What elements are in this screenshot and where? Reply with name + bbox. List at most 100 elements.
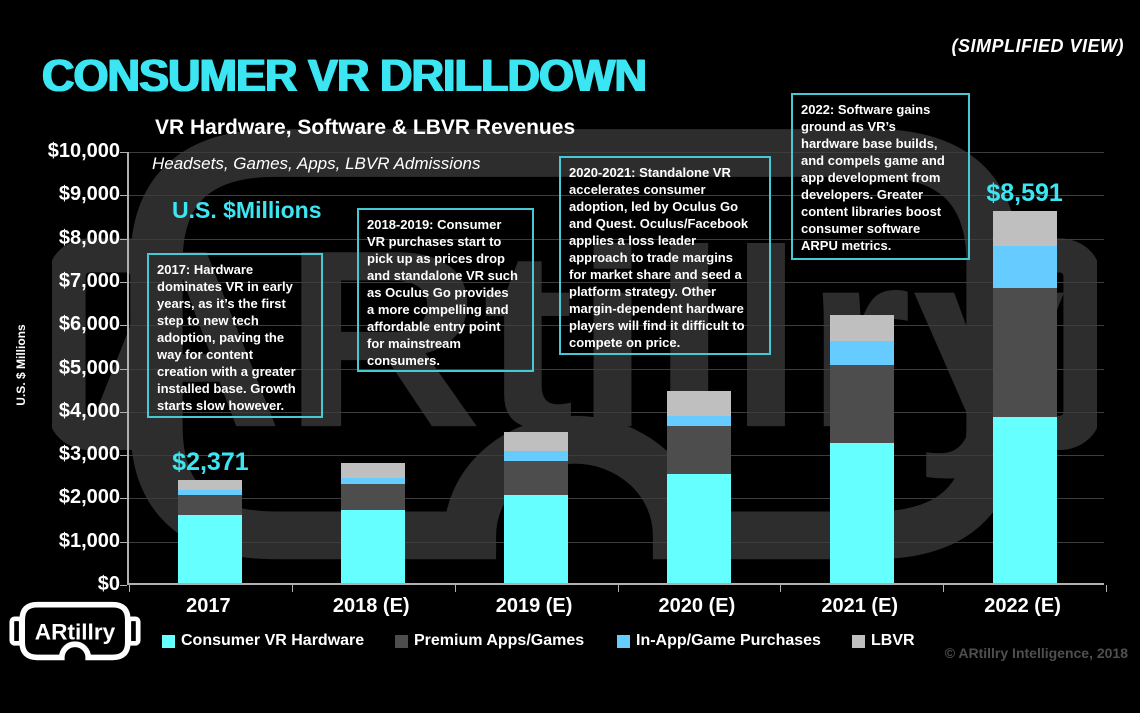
gridline: [129, 325, 1104, 327]
y-axis-tick-label: $9,000: [58, 183, 120, 206]
legend-label: LBVR: [871, 632, 915, 649]
bar-segment-lbvr: [178, 480, 243, 490]
bar-segment-premium-apps-games: [341, 483, 406, 510]
x-axis-tick: [780, 585, 782, 592]
bar-segment-consumer-vr-hardware: [178, 515, 243, 583]
artillry-watermark-logo: ARtillry: [52, 129, 1097, 560]
bar-2017: [178, 480, 243, 583]
y-axis-tick-label: $6,000: [58, 313, 120, 336]
bar-segment-consumer-vr-hardware: [666, 473, 731, 583]
bar-segment-premium-apps-games: [504, 460, 569, 496]
bar-segment-in-app-game-purchases: [341, 477, 406, 484]
x-axis-tick-label: 2018 (E): [332, 595, 410, 617]
bar-segment-consumer-vr-hardware: [992, 417, 1057, 583]
legend-label: In-App/Game Purchases: [636, 632, 821, 649]
legend-swatch: [617, 634, 630, 648]
y-axis-tick: [120, 368, 127, 370]
x-axis-tick: [943, 585, 945, 592]
y-axis-tick-label: $10,000: [47, 140, 120, 162]
y-axis-tick: [120, 325, 127, 327]
gridline: [129, 411, 1104, 413]
y-axis-tick-label: $7,000: [58, 269, 120, 292]
legend-item-lbvr: LBVR: [852, 632, 915, 650]
bar-segment-in-app-game-purchases: [178, 489, 243, 495]
svg-text:ARtillry: ARtillry: [35, 620, 116, 645]
bar-2020e: [666, 390, 731, 583]
bar-segment-premium-apps-games: [829, 365, 894, 444]
plot-area: $2,371 $8,591: [120, 152, 1107, 592]
bar-2018e: [341, 462, 406, 583]
legend-swatch: [852, 634, 865, 648]
y-axis-tick-label: $3,000: [58, 443, 120, 466]
callout-2018-2019: 2018-2019: Consumer VR purchases start t…: [357, 208, 534, 372]
legend-label: Consumer VR Hardware: [181, 632, 365, 649]
simplified-view-label: (SIMPLIFIED VIEW): [951, 36, 1124, 56]
bar-value-label: $8,591: [986, 179, 1063, 207]
y-axis-tick-label: $5,000: [58, 356, 120, 379]
bar-segment-in-app-game-purchases: [666, 415, 731, 426]
artillry-logo: ARtillry: [9, 601, 141, 661]
legend-swatch: [395, 634, 408, 648]
bar-segment-in-app-game-purchases: [992, 246, 1057, 289]
x-axis-tick: [454, 585, 456, 592]
bar-2019e: [504, 431, 569, 583]
bar-segment-lbvr: [666, 390, 731, 416]
chart-title: VR Hardware, Software & LBVR Revenues: [155, 116, 576, 139]
gridline: [129, 498, 1104, 500]
gridline: [129, 368, 1104, 370]
bar-value-label: $2,371: [172, 448, 249, 477]
chart-legend: Consumer VR Hardware Premium Apps/Games In…: [127, 632, 1104, 654]
y-axis-tick: [120, 585, 127, 586]
y-axis-tick-label: $1,000: [58, 529, 120, 552]
bar-segment-lbvr: [992, 211, 1057, 247]
x-axis-tick: [1106, 585, 1107, 592]
legend-swatch: [162, 634, 175, 648]
svg-text:ARtillry: ARtillry: [83, 198, 1067, 481]
copyright-text: © ARtillry Intelligence, 2018: [944, 645, 1128, 661]
x-axis-tick: [617, 585, 619, 592]
legend-label: Premium Apps/Games: [414, 632, 585, 649]
legend-item-in-app-game-purchases: In-App/Game Purchases: [617, 632, 821, 650]
x-axis-tick-label: 2022 (E): [984, 595, 1061, 617]
gridline: [129, 152, 1104, 153]
y-axis-tick-label: $4,000: [58, 399, 120, 422]
callout-2022: 2022: Software gains ground as VR’s hard…: [791, 93, 970, 260]
bar-segment-consumer-vr-hardware: [829, 443, 894, 583]
gridline: [129, 455, 1104, 457]
units-label: U.S. $Millions: [172, 197, 322, 223]
gridline: [129, 238, 1104, 240]
callout-2017: 2017: Hardware dominates VR in early yea…: [147, 253, 323, 418]
bar-2021e: [829, 315, 894, 583]
y-axis-tick: [120, 455, 127, 457]
bar-segment-in-app-game-purchases: [504, 450, 569, 461]
gridline: [129, 541, 1104, 543]
chart-subtitle: Headsets, Games, Apps, LBVR Admissions: [152, 154, 481, 173]
x-axis-tick: [129, 585, 130, 592]
legend-item-premium-apps-games: Premium Apps/Games: [395, 632, 584, 650]
y-axis-tick-labels: $10,000 $9,000 $8,000 $7,000 $6,000 $5,000 $4,…: [0, 140, 120, 595]
x-axis-tick-label: 2020 (E): [658, 595, 736, 617]
x-axis-tick: [291, 585, 293, 592]
callout-2020-2021: 2020-2021: Standalone VR accelerates con…: [559, 156, 771, 355]
bar-segment-lbvr: [504, 431, 569, 451]
y-axis-tick: [120, 411, 127, 413]
y-axis-tick-label: $8,000: [58, 226, 120, 249]
y-axis-tick: [120, 541, 127, 543]
bar-segment-consumer-vr-hardware: [504, 495, 569, 583]
bar-segment-consumer-vr-hardware: [341, 509, 406, 583]
gridline: [129, 281, 1104, 283]
x-axis-tick-labels: 2017 2018 (E) 2019 (E) 2020 (E) 2021 (E) 2022…: [127, 595, 1104, 625]
y-axis-tick: [120, 195, 127, 197]
x-axis-tick-label: 2017: [186, 595, 231, 617]
y-axis-tick-label: $0: [97, 573, 120, 595]
x-axis-tick-label: 2021 (E): [821, 595, 899, 617]
bar-2022e: [992, 211, 1057, 583]
page-title: CONSUMER VR DRILLDOWN: [42, 50, 647, 101]
bar-segment-lbvr: [829, 315, 894, 342]
y-axis-tick: [120, 238, 127, 240]
bar-segment-in-app-game-purchases: [829, 341, 894, 366]
bar-segment-premium-apps-games: [178, 494, 243, 516]
x-axis-tick-label: 2019 (E): [495, 595, 573, 617]
bar-segment-lbvr: [341, 462, 406, 478]
